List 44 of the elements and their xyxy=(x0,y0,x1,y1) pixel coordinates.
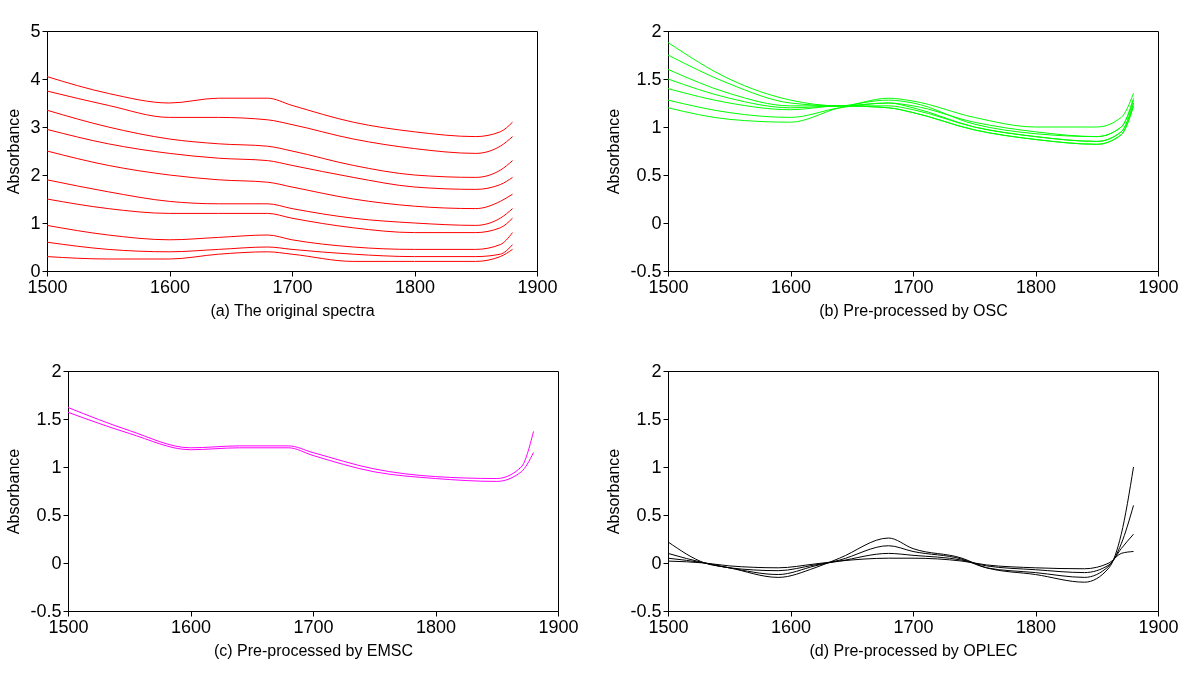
x-tick-label: 1800 xyxy=(394,276,436,297)
y-tick-label: 2 xyxy=(651,20,662,41)
y-tick-label: 1.5 xyxy=(636,68,662,89)
x-tick-label: 1700 xyxy=(293,616,334,637)
x-tick-label: 1900 xyxy=(1138,616,1179,637)
y-tick-label: 2 xyxy=(651,360,662,381)
x-tick-label: 1600 xyxy=(770,616,812,637)
y-tick-label: 0.5 xyxy=(636,164,662,185)
x-tick-label: 1800 xyxy=(1015,616,1057,637)
y-tick-label: 0.5 xyxy=(36,504,62,525)
x-axis-title: (b) Pre-processed by OSC xyxy=(819,301,1008,319)
y-tick-label: 2 xyxy=(30,164,41,185)
y-axis-title: Absorbance xyxy=(605,108,623,195)
y-axis-title: Absorbance xyxy=(5,108,23,195)
x-tick-label: 1900 xyxy=(517,276,558,297)
y-tick-label: 1.5 xyxy=(636,408,662,429)
x-tick-label: 1900 xyxy=(538,616,579,637)
x-axis-title: (a) The original spectra xyxy=(210,301,375,319)
y-tick-label: 0 xyxy=(51,552,62,573)
y-axis-title: Absorbance xyxy=(605,448,623,535)
y-tick-label: 1 xyxy=(51,456,62,477)
y-tick-label: 4 xyxy=(30,68,41,89)
y-tick-label: 1 xyxy=(651,456,662,477)
y-tick-label: 3 xyxy=(30,116,41,137)
y-tick-label: 1 xyxy=(30,212,41,233)
y-tick-label: 1 xyxy=(651,116,662,137)
x-tick-label: 1700 xyxy=(893,276,934,297)
y-tick-label: 0 xyxy=(651,212,662,233)
x-tick-label: 1600 xyxy=(170,616,212,637)
x-tick-label: 1600 xyxy=(149,276,191,297)
x-axis-title: (d) Pre-processed by OPLEC xyxy=(809,641,1018,659)
y-tick-label: 2 xyxy=(51,360,62,381)
x-tick-label: 1900 xyxy=(1138,276,1179,297)
y-tick-label: 1.5 xyxy=(36,408,62,429)
y-tick-label: 5 xyxy=(30,20,41,41)
x-tick-label: 1700 xyxy=(272,276,313,297)
x-tick-label: 1700 xyxy=(893,616,934,637)
y-tick-label: 0.5 xyxy=(636,504,662,525)
x-tick-label: 1800 xyxy=(1015,276,1057,297)
x-axis-title: (c) Pre-processed by EMSC xyxy=(213,641,414,659)
y-axis-title: Absorbance xyxy=(5,448,23,535)
y-tick-label: 0 xyxy=(651,552,662,573)
x-tick-label: 1800 xyxy=(415,616,457,637)
x-tick-label: 1600 xyxy=(770,276,812,297)
